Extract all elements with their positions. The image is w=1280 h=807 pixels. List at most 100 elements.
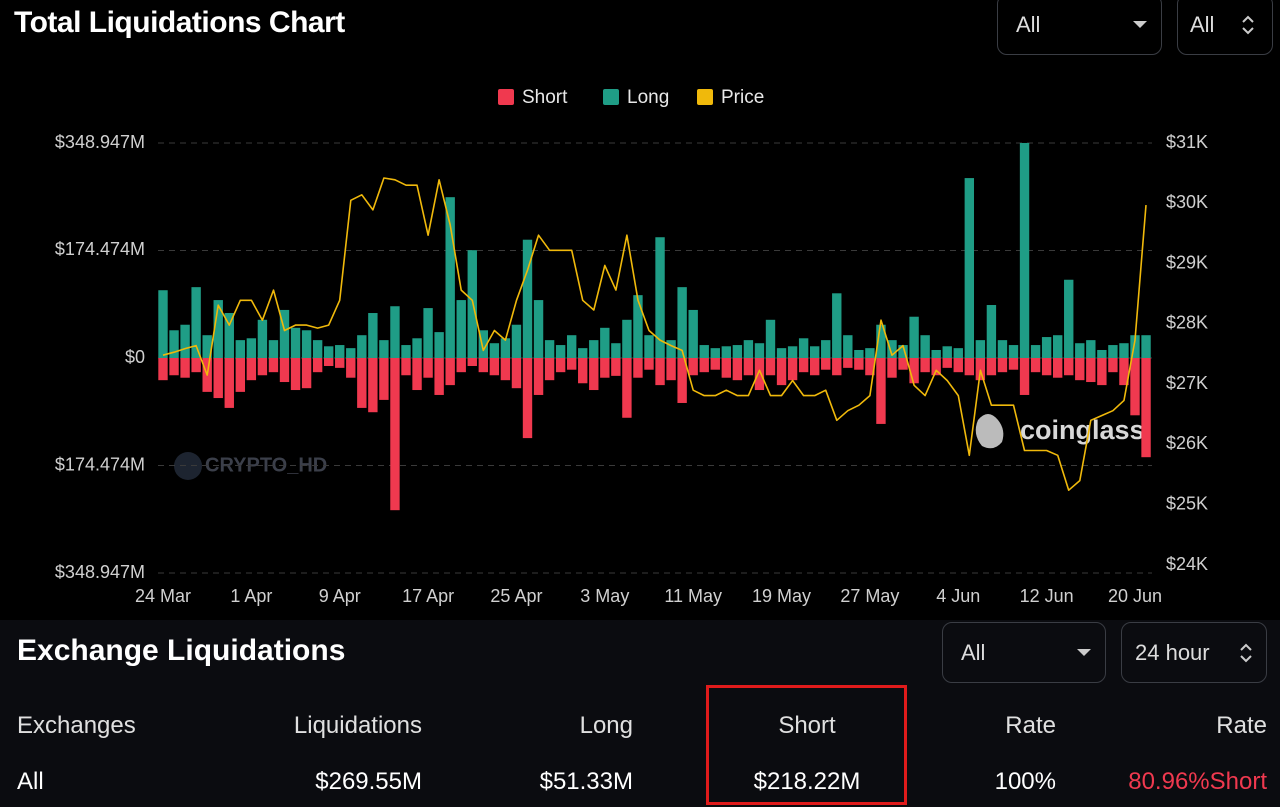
y2-tick-label: $24K: [1166, 554, 1208, 574]
watermark: CRYPTO_HD: [205, 454, 327, 476]
bar: [379, 340, 389, 358]
bar: [920, 335, 930, 358]
bar: [644, 358, 654, 370]
bar: [1086, 358, 1096, 383]
table-cell: $269.55M: [315, 768, 422, 795]
bar: [533, 358, 544, 395]
bar: [1052, 358, 1063, 378]
bar: [898, 358, 908, 370]
bar: [467, 250, 477, 358]
bar: [765, 319, 776, 358]
bar: [942, 346, 952, 358]
bar: [589, 358, 599, 391]
bar: [1052, 335, 1063, 358]
bar: [754, 343, 765, 358]
bar: [832, 358, 842, 376]
bar: [279, 309, 290, 358]
bar: [169, 330, 179, 358]
bar: [158, 358, 168, 381]
y2-tick-label: $27K: [1166, 373, 1208, 393]
bar: [942, 358, 952, 368]
bar: [213, 300, 223, 358]
bar: [246, 338, 257, 358]
bar: [312, 340, 323, 358]
y2-tick-label: $29K: [1166, 252, 1208, 272]
bar: [401, 345, 411, 358]
watermark-icon: [174, 452, 202, 480]
bar: [1041, 337, 1052, 358]
x-tick-label: 25 Apr: [490, 586, 542, 606]
exchange-liquidations: Exchange Liquidations All 24 hour Exchan…: [0, 620, 1280, 807]
bar: [566, 335, 577, 358]
bar: [390, 358, 400, 511]
bar: [1108, 345, 1118, 358]
bar: [169, 358, 179, 376]
bar: [368, 358, 378, 413]
bar: [688, 358, 698, 376]
bar: [953, 348, 963, 358]
table-cell: $51.33M: [539, 768, 633, 795]
bar: [931, 358, 941, 376]
bar: [1097, 358, 1107, 386]
bar: [379, 358, 389, 400]
bar: [456, 358, 466, 373]
period-value: 24 hour: [1135, 639, 1210, 665]
bar: [1141, 335, 1151, 358]
x-tick-label: 1 Apr: [230, 586, 272, 606]
bar: [787, 346, 798, 358]
bar: [887, 358, 897, 378]
exchange-select[interactable]: All: [942, 622, 1106, 683]
y2-tick-label: $31K: [1166, 132, 1208, 152]
bar: [1119, 358, 1129, 386]
legend-swatch: [498, 89, 514, 105]
y2-tick-label: $30K: [1166, 192, 1208, 212]
bar: [578, 358, 588, 384]
bar: [235, 358, 246, 392]
range-select[interactable]: All: [997, 0, 1162, 55]
bar: [644, 335, 654, 358]
bar: [898, 345, 908, 358]
period-select[interactable]: 24 hour: [1121, 622, 1267, 683]
y-tick-label: $348.947M: [55, 562, 145, 582]
bar: [776, 348, 787, 358]
x-tick-label: 19 May: [752, 586, 811, 606]
table-cell: Rate: [1216, 712, 1267, 739]
bar: [202, 335, 212, 358]
symbol-value: All: [1190, 11, 1215, 37]
bar: [953, 358, 963, 373]
bar: [776, 358, 787, 386]
bar: [434, 332, 444, 358]
bar: [346, 358, 356, 378]
bar: [467, 358, 477, 367]
x-tick-label: 11 May: [664, 586, 722, 606]
bar: [335, 358, 345, 368]
y2-tick-label: $28K: [1166, 313, 1208, 333]
symbol-select[interactable]: All: [1177, 0, 1273, 55]
bar: [611, 343, 621, 358]
bar: [368, 313, 378, 358]
bar: [666, 340, 676, 358]
bar: [500, 358, 511, 381]
x-tick-label: 3 May: [580, 586, 629, 606]
bar: [975, 358, 986, 381]
bar: [798, 338, 809, 358]
bar: [323, 346, 334, 358]
bar: [600, 327, 610, 358]
bar: [335, 345, 345, 358]
bar: [445, 197, 455, 358]
table-cell: Long: [579, 712, 633, 739]
bar: [489, 343, 500, 358]
bar: [290, 327, 301, 358]
bar: [821, 358, 831, 370]
bar: [1019, 142, 1030, 358]
bar: [478, 330, 489, 358]
legend-label: Price: [721, 87, 764, 108]
x-tick-label: 9 Apr: [319, 586, 361, 606]
bar: [544, 358, 555, 381]
bar: [1008, 345, 1019, 358]
bar: [224, 313, 234, 358]
bar: [931, 349, 941, 358]
bar: [279, 358, 290, 383]
bar: [1019, 358, 1030, 395]
